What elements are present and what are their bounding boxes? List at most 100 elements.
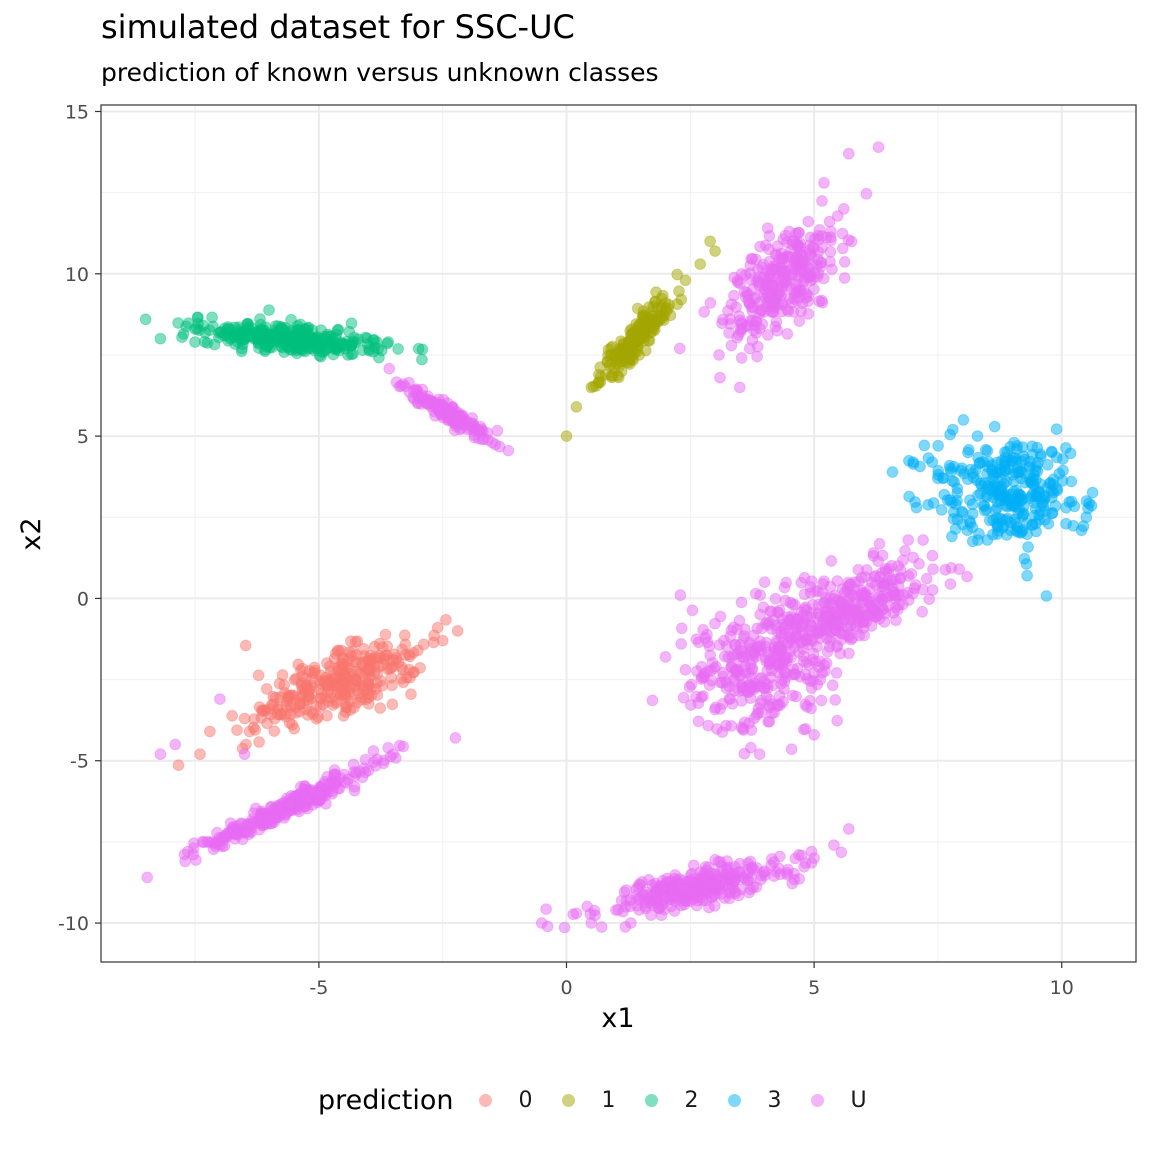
data-point	[671, 892, 684, 904]
legend-swatch	[811, 1093, 825, 1107]
data-point	[860, 187, 873, 200]
data-point	[926, 584, 939, 596]
data-point	[269, 332, 281, 344]
data-point	[1025, 476, 1037, 489]
data-point	[819, 665, 831, 678]
data-point	[436, 634, 449, 647]
data-point	[749, 650, 762, 663]
data-point	[846, 632, 859, 644]
data-point	[737, 722, 749, 735]
data-point	[632, 881, 644, 893]
data-point	[816, 195, 828, 207]
data-point	[659, 651, 672, 663]
data-point	[239, 639, 252, 652]
data-point	[476, 433, 489, 446]
data-point	[673, 342, 686, 355]
data-point	[805, 682, 818, 694]
data-point	[646, 694, 659, 707]
data-point	[337, 673, 350, 686]
data-point	[824, 580, 837, 593]
data-point	[376, 679, 389, 692]
data-point	[412, 644, 424, 657]
data-point	[834, 647, 847, 660]
data-point	[916, 605, 929, 618]
data-point	[795, 849, 808, 862]
data-point	[753, 271, 766, 283]
data-point	[349, 336, 362, 349]
data-point	[957, 414, 970, 426]
data-point	[704, 649, 717, 662]
data-point	[191, 311, 204, 324]
data-point	[771, 240, 784, 253]
data-point	[451, 417, 464, 430]
data-point	[776, 299, 789, 311]
data-point	[679, 882, 692, 895]
data-point	[194, 748, 206, 761]
data-point	[279, 809, 292, 821]
data-point	[768, 856, 780, 868]
data-point	[585, 381, 598, 394]
data-point	[842, 823, 855, 835]
data-point	[786, 689, 799, 702]
data-point	[627, 354, 639, 367]
data-point	[1005, 488, 1018, 501]
data-point	[735, 596, 748, 609]
data-point	[344, 635, 357, 648]
data-point	[432, 404, 445, 417]
data-point	[382, 741, 395, 754]
legend-item-U: U	[811, 1088, 867, 1113]
data-point	[781, 652, 794, 665]
data-point	[790, 286, 802, 299]
data-point	[243, 825, 255, 838]
data-point	[361, 682, 374, 694]
data-point	[1021, 569, 1033, 582]
data-point	[704, 297, 717, 309]
data-point	[716, 317, 728, 330]
data-point	[867, 547, 880, 559]
data-point	[416, 353, 428, 366]
data-point	[989, 504, 1002, 517]
data-point	[679, 274, 692, 287]
data-point	[367, 345, 380, 358]
data-point	[799, 723, 812, 735]
data-point	[227, 823, 240, 836]
data-point	[1080, 495, 1093, 507]
data-point	[805, 575, 818, 587]
data-point	[372, 660, 385, 673]
data-point	[1086, 486, 1099, 499]
data-point	[263, 813, 276, 826]
data-point	[283, 717, 296, 729]
data-point	[675, 622, 688, 635]
data-point	[754, 589, 766, 601]
data-point	[302, 342, 315, 355]
data-point	[313, 787, 325, 800]
data-point	[961, 570, 973, 583]
data-point	[727, 674, 740, 687]
data-point	[764, 605, 777, 617]
data-point	[650, 881, 662, 894]
data-point	[725, 661, 738, 674]
data-point	[746, 314, 758, 327]
data-point	[808, 852, 820, 864]
data-point	[828, 592, 840, 605]
data-point	[686, 604, 699, 617]
data-point	[823, 215, 836, 228]
data-point	[788, 641, 801, 653]
data-point	[398, 629, 411, 642]
data-point	[240, 738, 252, 751]
data-point	[966, 535, 979, 548]
data-point	[625, 336, 637, 348]
legend-item-3: 3	[728, 1088, 781, 1113]
data-point	[831, 714, 844, 727]
data-point	[253, 736, 266, 748]
data-point	[714, 371, 726, 384]
data-point	[908, 582, 921, 595]
data-point	[761, 289, 774, 301]
data-point	[674, 589, 687, 602]
data-point	[463, 422, 476, 435]
data-point	[641, 889, 654, 902]
data-point	[243, 725, 256, 738]
data-point	[260, 683, 273, 695]
data-point	[753, 748, 766, 761]
data-point	[781, 611, 794, 623]
